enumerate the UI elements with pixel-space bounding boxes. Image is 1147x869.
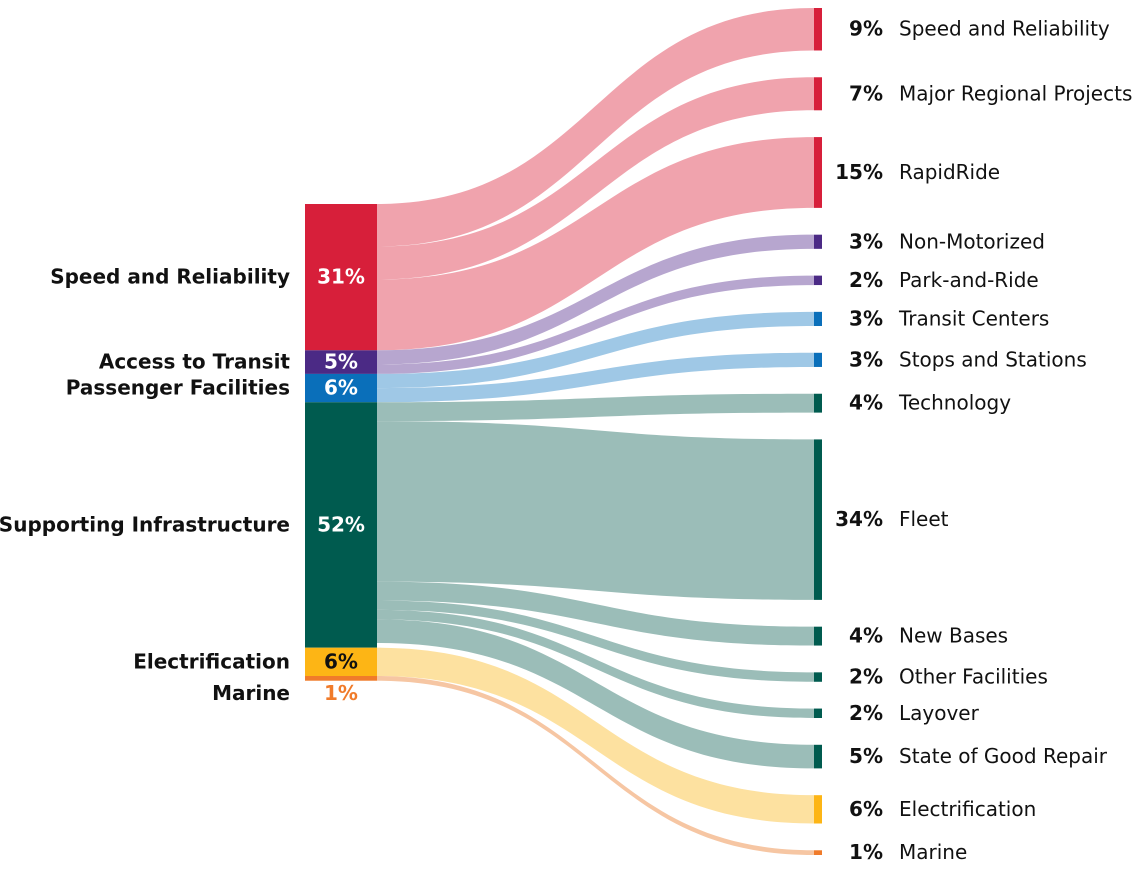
target-name: Non-Motorized [899,229,1045,253]
source-name: Marine [212,681,290,705]
target-value-label: 15% [835,160,883,184]
target-node [814,850,822,855]
target-name: State of Good Repair [899,744,1108,768]
target-name: Major Regional Projects [899,81,1132,105]
target-node [814,439,822,600]
target-name: Park-and-Ride [899,268,1039,292]
link [377,421,814,600]
target-node [814,311,822,327]
link [377,609,814,719]
target-name: Transit Centers [898,306,1049,330]
target-value-label: 4% [849,391,883,415]
target-node [814,137,822,208]
target-node [814,744,822,769]
target-name: New Bases [899,624,1008,648]
link [377,676,814,855]
target-node [814,8,822,51]
source-name: Access to Transit [99,350,291,374]
target-name: Layover [899,701,980,725]
source-value-label: 6% [324,649,358,673]
target-value-label: 2% [849,665,883,689]
source-value-label: 1% [324,681,358,705]
target-value-label: 5% [849,744,883,768]
source-value-label: 31% [317,265,365,289]
target-node [814,393,822,413]
target-node [814,275,822,286]
target-name: Electrification [899,797,1036,821]
target-value-label: 3% [849,229,883,253]
link [377,8,814,247]
target-node [814,234,822,249]
source-name: Supporting Infrastructure [0,512,290,536]
target-name: RapidRide [899,160,1000,184]
target-name: Other Facilities [899,665,1048,689]
source-value-label: 6% [324,376,358,400]
source-node [305,373,377,403]
link [377,393,814,422]
target-name: Marine [899,840,967,864]
link [377,275,814,374]
link [377,311,814,389]
link [377,581,814,646]
target-node [814,795,822,824]
target-value-label: 3% [849,306,883,330]
source-name: Passenger Facilities [66,376,290,400]
source-value-label: 5% [324,350,358,374]
target-value-label: 3% [849,347,883,371]
link [377,619,814,769]
target-node [814,77,822,111]
target-value-label: 7% [849,81,883,105]
link [377,77,814,280]
source-value-label: 52% [317,512,365,536]
target-value-label: 9% [849,17,883,41]
link [377,137,814,351]
source-node [305,676,377,681]
target-value-label: 1% [849,840,883,864]
link [377,600,814,682]
target-node [814,626,822,646]
source-node [305,350,377,374]
source-name: Electrification [133,649,290,673]
target-name: Stops and Stations [899,347,1087,371]
target-node [814,672,822,682]
link [377,234,814,365]
source-node [305,402,377,648]
link [377,647,814,824]
source-node [305,204,377,351]
target-name: Fleet [899,507,949,531]
target-name: Technology [898,391,1011,415]
target-value-label: 34% [835,507,883,531]
target-node [814,352,822,367]
link [377,352,814,403]
source-name: Speed and Reliability [50,265,290,289]
target-name: Speed and Reliability [899,17,1110,41]
target-value-label: 2% [849,701,883,725]
target-value-label: 2% [849,268,883,292]
source-node [305,647,377,676]
target-value-label: 6% [849,797,883,821]
target-value-label: 4% [849,624,883,648]
target-node [814,708,822,719]
